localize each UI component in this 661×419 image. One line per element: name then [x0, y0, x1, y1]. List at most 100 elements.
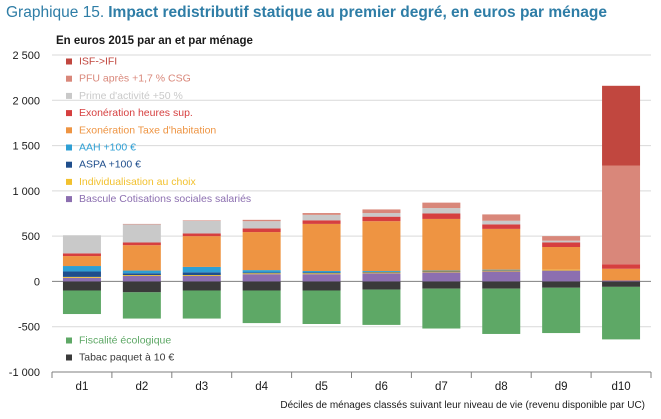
- y-tick-label: 2 500: [12, 50, 40, 62]
- bar-segment: [302, 290, 341, 324]
- bar-segment: [362, 272, 401, 274]
- bar-segment: [122, 281, 161, 293]
- bar-segment: [422, 272, 461, 282]
- bar-segment: [242, 290, 281, 324]
- bar-segment: [362, 221, 401, 272]
- bar-segment: [182, 220, 221, 234]
- legend-label: Individualisation au choix: [79, 176, 196, 188]
- bar-segment: [482, 288, 521, 334]
- legend-label: Fiscalité écologique: [79, 335, 171, 347]
- bar-segment: [182, 266, 221, 273]
- bar-segment: [542, 236, 581, 241]
- bar-segment: [242, 221, 281, 229]
- bar-segment: [302, 213, 341, 215]
- bar-segment: [182, 233, 221, 237]
- y-tick-label: 500: [22, 231, 40, 243]
- x-axis-label: Déciles de ménages classés suivant leur …: [280, 400, 645, 411]
- bar-segment: [242, 232, 281, 271]
- legend-swatch: [66, 178, 72, 185]
- bar-segment: [62, 253, 101, 257]
- y-tick-label: -500: [18, 322, 40, 334]
- legend-swatch: [66, 75, 72, 82]
- bar-segment: [62, 281, 101, 291]
- bar-segment: [482, 281, 521, 289]
- bar-segment: [422, 271, 461, 273]
- y-tick-label: -1 000: [9, 367, 40, 379]
- bar-segment: [242, 272, 281, 274]
- bar-segment: [302, 272, 341, 274]
- bar-segment: [362, 273, 401, 282]
- bar-segment: [482, 269, 521, 271]
- bar-segment: [362, 271, 401, 273]
- bar-segment: [482, 228, 521, 270]
- legend-label: Bascule Cotisations sociales salariés: [79, 193, 251, 205]
- bar-segment: [62, 266, 101, 272]
- x-tick-label: d7: [435, 381, 448, 393]
- bar-segment: [422, 288, 461, 329]
- bar-segment: [122, 223, 161, 225]
- bar-segment: [302, 220, 341, 224]
- bar-segment: [302, 223, 341, 272]
- bar-segment: [602, 268, 641, 281]
- bar-segment: [122, 275, 161, 282]
- x-tick-label: d9: [555, 381, 568, 393]
- bar-segment: [302, 273, 341, 275]
- bar-segment: [542, 242, 581, 248]
- legend-swatch: [66, 354, 72, 361]
- legend-label: ISF->IFI: [79, 56, 117, 68]
- y-tick-label: 0: [34, 276, 40, 288]
- x-tick-label: d2: [135, 381, 148, 393]
- bar-segment: [542, 270, 581, 282]
- bar-segment: [242, 274, 281, 282]
- bar-segment: [482, 220, 521, 225]
- bar-segment: [362, 209, 401, 214]
- x-tick-label: d1: [76, 381, 89, 393]
- x-tick-label: d6: [375, 381, 388, 393]
- legend-label: Exonération Taxe d'habitation: [79, 124, 216, 136]
- bar-segment: [422, 208, 461, 214]
- bar-segment: [362, 271, 401, 272]
- x-tick-label: d3: [195, 381, 208, 393]
- bar-segment: [422, 202, 461, 209]
- bar-segment: [362, 281, 401, 290]
- x-tick-label: d8: [495, 381, 508, 393]
- bar-segment: [62, 256, 101, 267]
- bar-segment: [242, 228, 281, 233]
- bar-segment: [422, 213, 461, 219]
- bar-segment: [122, 242, 161, 246]
- bar-segment: [542, 269, 581, 271]
- legend-label: Prime d'activité +50 %: [79, 90, 183, 102]
- bar-segment: [122, 224, 161, 243]
- bar-segment: [542, 247, 581, 270]
- bar-segment: [122, 270, 161, 274]
- bar-segment: [542, 281, 581, 288]
- bar-segment: [602, 264, 641, 269]
- bar-segment: [242, 273, 281, 275]
- legend-swatch: [66, 127, 72, 134]
- bar-segment: [182, 281, 221, 291]
- bar-segment: [482, 270, 521, 272]
- y-tick-label: 1 500: [12, 141, 40, 153]
- bar-segment: [182, 275, 221, 276]
- legend-swatch: [66, 58, 72, 65]
- bar-segment: [422, 281, 461, 289]
- bar-segment: [482, 224, 521, 229]
- chart-subtitle: En euros 2015 par an et par ménage: [56, 35, 253, 47]
- bar-segment: [422, 270, 461, 272]
- bar-segment: [62, 276, 101, 278]
- bar-segment: [602, 165, 641, 265]
- legend-label: ASPA +100 €: [79, 159, 141, 171]
- bar-segment: [122, 245, 161, 271]
- bar-segment: [62, 290, 101, 315]
- bar-segment: [362, 216, 401, 222]
- legend-swatch: [66, 161, 72, 168]
- y-tick-label: 1 000: [12, 186, 40, 198]
- bar-segment: [602, 281, 641, 287]
- legend-swatch: [66, 110, 72, 117]
- bar-segment: [122, 275, 161, 276]
- bar-segment: [302, 274, 341, 282]
- x-tick-label: d10: [611, 381, 630, 393]
- bar-segment: [302, 271, 341, 273]
- bar-segment: [242, 270, 281, 273]
